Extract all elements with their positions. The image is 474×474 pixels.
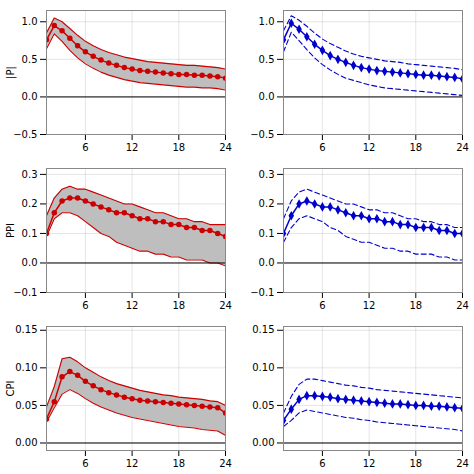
svg-text:−0.5: −0.5 bbox=[13, 129, 37, 140]
svg-text:0.15: 0.15 bbox=[15, 324, 37, 335]
svg-text:0.5: 0.5 bbox=[259, 54, 275, 65]
svg-text:6: 6 bbox=[319, 142, 325, 153]
svg-text:12: 12 bbox=[126, 142, 139, 153]
svg-text:PPI: PPI bbox=[5, 223, 16, 238]
svg-text:0.1: 0.1 bbox=[259, 228, 275, 239]
svg-text:0.2: 0.2 bbox=[259, 198, 275, 209]
svg-text:6: 6 bbox=[319, 458, 325, 469]
svg-text:24: 24 bbox=[219, 300, 232, 311]
svg-text:18: 18 bbox=[409, 142, 422, 153]
svg-text:0.00: 0.00 bbox=[252, 437, 274, 448]
svg-text:0.3: 0.3 bbox=[22, 169, 38, 180]
svg-text:−0.5: −0.5 bbox=[250, 129, 274, 140]
svg-text:1.0: 1.0 bbox=[259, 16, 275, 27]
svg-text:18: 18 bbox=[409, 458, 422, 469]
svg-text:18: 18 bbox=[172, 300, 185, 311]
svg-text:24: 24 bbox=[456, 142, 469, 153]
svg-text:0.5: 0.5 bbox=[22, 54, 38, 65]
svg-text:0.0: 0.0 bbox=[22, 257, 38, 268]
svg-text:24: 24 bbox=[456, 300, 469, 311]
svg-text:CPI: CPI bbox=[5, 381, 16, 397]
svg-text:0.0: 0.0 bbox=[22, 91, 38, 102]
svg-text:12: 12 bbox=[363, 458, 376, 469]
svg-text:0.05: 0.05 bbox=[252, 400, 274, 411]
svg-text:6: 6 bbox=[82, 300, 88, 311]
svg-text:−0.1: −0.1 bbox=[250, 287, 274, 298]
svg-text:18: 18 bbox=[409, 300, 422, 311]
svg-text:24: 24 bbox=[219, 458, 232, 469]
svg-text:0.1: 0.1 bbox=[22, 228, 38, 239]
svg-text:6: 6 bbox=[82, 458, 88, 469]
svg-text:0.10: 0.10 bbox=[252, 362, 274, 373]
svg-text:6: 6 bbox=[82, 142, 88, 153]
svg-text:6: 6 bbox=[319, 300, 325, 311]
svg-text:0.05: 0.05 bbox=[15, 400, 37, 411]
svg-text:24: 24 bbox=[219, 142, 232, 153]
svg-text:0.0: 0.0 bbox=[259, 91, 275, 102]
svg-text:|P|: |P| bbox=[5, 66, 17, 79]
svg-text:0.3: 0.3 bbox=[259, 169, 275, 180]
svg-text:18: 18 bbox=[172, 142, 185, 153]
svg-text:0.00: 0.00 bbox=[15, 437, 37, 448]
svg-text:0.15: 0.15 bbox=[252, 324, 274, 335]
svg-text:24: 24 bbox=[456, 458, 469, 469]
svg-text:12: 12 bbox=[126, 300, 139, 311]
svg-text:1.0: 1.0 bbox=[22, 16, 38, 27]
svg-text:0.0: 0.0 bbox=[259, 257, 275, 268]
svg-text:18: 18 bbox=[172, 458, 185, 469]
svg-text:0.10: 0.10 bbox=[15, 362, 37, 373]
svg-text:−0.1: −0.1 bbox=[13, 287, 37, 298]
svg-text:12: 12 bbox=[126, 458, 139, 469]
svg-text:12: 12 bbox=[363, 142, 376, 153]
svg-text:0.2: 0.2 bbox=[22, 198, 38, 209]
svg-text:12: 12 bbox=[363, 300, 376, 311]
